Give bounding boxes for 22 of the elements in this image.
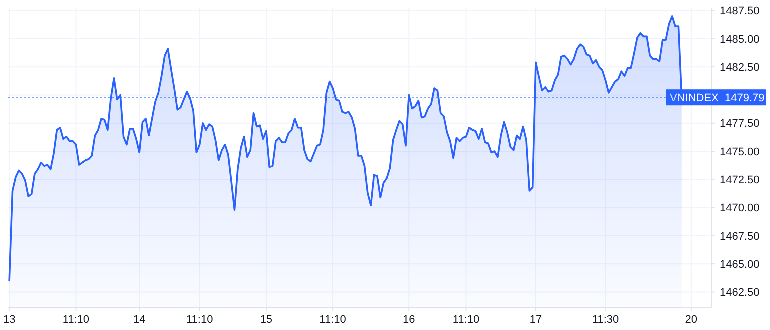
y-tick-label: 1482.50 xyxy=(720,62,760,74)
x-tick-label: 11:30 xyxy=(592,314,620,326)
x-tick-label: 16 xyxy=(403,314,416,326)
x-tick-label: 14 xyxy=(133,314,146,326)
y-tick-label: 1467.50 xyxy=(720,230,760,243)
y-tick-label: 1477.50 xyxy=(720,118,760,130)
x-tick-label: 11:10 xyxy=(452,314,480,326)
y-tick-label: 1485.00 xyxy=(720,34,760,46)
ref-line-label: VNINDEX 1479.79 xyxy=(670,92,765,104)
x-tick-label: 13 xyxy=(3,314,16,326)
x-tick-label: 15 xyxy=(260,314,273,326)
y-tick-label: 1487.50 xyxy=(720,6,760,18)
y-tick-label: 1462.50 xyxy=(720,287,760,300)
x-tick-label: 17 xyxy=(530,314,542,326)
x-tick-label: 11:10 xyxy=(62,314,90,326)
x-tick-label: 20 xyxy=(685,314,698,326)
x-tick-label: 11:10 xyxy=(320,314,346,326)
y-tick-label: 1472.50 xyxy=(720,174,760,187)
y-tick-label: 1475.00 xyxy=(720,146,760,158)
y-tick-label: 1470.00 xyxy=(720,202,760,215)
x-tick-label: 11:10 xyxy=(186,314,214,326)
y-tick-label: 1465.00 xyxy=(720,258,760,271)
